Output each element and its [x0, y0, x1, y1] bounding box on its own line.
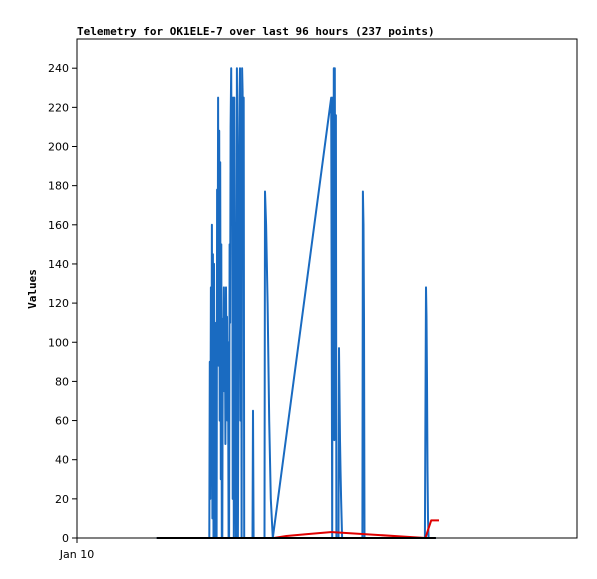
y-axis-label: Values [26, 269, 39, 309]
y-tick-label: 80 [55, 375, 69, 388]
y-tick-label: 140 [48, 258, 69, 271]
series-line-0 [156, 67, 436, 539]
y-tick-label: 200 [48, 141, 69, 154]
x-axis-ticks: Jan 10 [59, 538, 94, 561]
y-tick-label: 0 [62, 532, 69, 545]
plot-area [76, 38, 578, 539]
y-tick-label: 160 [48, 219, 69, 232]
series-line-1 [273, 519, 439, 539]
y-axis-ticks: 0 20 40 60 80 100 120 140 160 180 200 220 240 [48, 62, 77, 545]
chart-title: Telemetry for OK1ELE-7 over last 96 hour… [77, 25, 435, 38]
series-layer [156, 67, 439, 539]
y-tick-label: 20 [55, 493, 69, 506]
y-tick-label: 120 [48, 297, 69, 310]
y-tick-label: 40 [55, 454, 69, 467]
y-tick-label: 100 [48, 336, 69, 349]
y-tick-label: 180 [48, 180, 69, 193]
x-tick-label: Jan 10 [59, 548, 94, 561]
y-tick-label: 240 [48, 62, 69, 75]
y-tick-label: 220 [48, 101, 69, 114]
y-tick-label: 60 [55, 415, 69, 428]
